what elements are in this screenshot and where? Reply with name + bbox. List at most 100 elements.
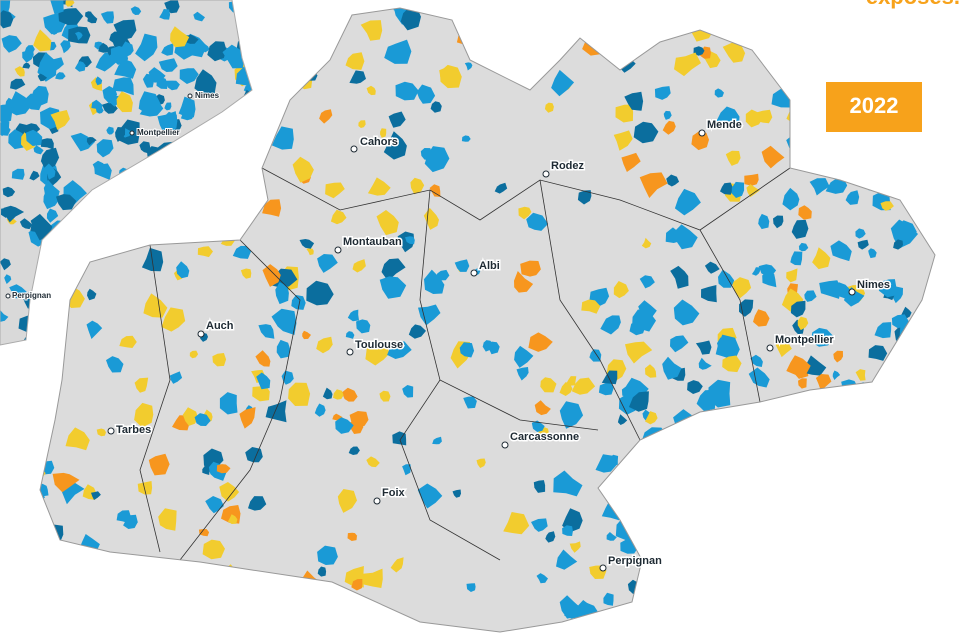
commune-area — [387, 341, 412, 359]
commune-area — [452, 489, 461, 498]
commune-area — [297, 74, 313, 90]
commune-area — [533, 480, 546, 493]
commune-area — [24, 93, 43, 111]
commune-area — [531, 420, 545, 432]
commune-area — [101, 215, 115, 224]
commune-area — [689, 624, 701, 632]
commune-area — [601, 370, 618, 385]
commune-area — [674, 52, 701, 77]
commune-area — [11, 168, 25, 180]
commune-area — [773, 215, 784, 229]
commune-area — [119, 335, 137, 348]
commune-area — [845, 581, 865, 609]
commune-area — [137, 481, 153, 495]
commune-area — [751, 267, 761, 276]
city-label: Perpignan — [12, 291, 51, 300]
commune-area — [526, 212, 549, 231]
commune-area — [838, 621, 856, 632]
commune-area — [395, 81, 419, 101]
commune-area — [607, 482, 618, 492]
commune-area — [717, 337, 728, 353]
commune-area — [878, 279, 898, 298]
commune-area — [796, 584, 817, 605]
commune-area — [748, 609, 773, 631]
commune-area — [857, 239, 869, 250]
commune-area — [75, 31, 83, 41]
commune-area — [600, 315, 621, 335]
year-badge — [826, 82, 922, 132]
commune-area — [63, 586, 86, 608]
city-dot — [197, 330, 205, 338]
commune-area — [86, 560, 95, 569]
city-dot — [5, 293, 11, 299]
commune-area — [758, 213, 770, 230]
commune-area — [884, 612, 895, 620]
commune-area — [231, 620, 248, 632]
commune-area — [662, 457, 683, 483]
commune-area — [459, 342, 475, 358]
commune-area — [204, 161, 222, 177]
commune-area — [881, 498, 902, 515]
commune-area — [96, 139, 114, 158]
city-label: Auch — [206, 320, 234, 332]
commune-area — [840, 617, 853, 632]
commune-area — [766, 599, 779, 615]
city-dot — [346, 348, 354, 356]
commune-area — [410, 177, 425, 195]
city-labels: Nimes Montpellier Perpignan Cahors Rodez… — [5, 90, 892, 572]
commune-area — [153, 149, 176, 174]
commune-area — [704, 261, 720, 274]
commune-area — [40, 357, 53, 379]
commune-area — [4, 274, 12, 284]
commune-area — [924, 177, 935, 197]
commune-area — [856, 406, 876, 429]
commune-area — [786, 355, 811, 376]
city-dot — [470, 269, 478, 277]
city-label: Albi — [479, 260, 500, 272]
commune-area — [9, 284, 27, 299]
commune-area — [114, 58, 137, 79]
commune-area — [688, 499, 705, 517]
commune-area — [40, 336, 43, 353]
commune-area — [38, 327, 50, 340]
commune-area — [899, 19, 916, 36]
commune-area — [848, 426, 867, 446]
commune-area — [924, 120, 935, 138]
commune-area — [106, 126, 114, 135]
commune-area — [751, 593, 766, 608]
commune-area — [887, 171, 903, 187]
commune-area — [705, 616, 715, 627]
commune-area — [30, 222, 41, 233]
commune-area — [189, 350, 199, 359]
commune-area — [653, 438, 671, 452]
commune-area — [153, 567, 170, 585]
commune-area — [667, 610, 694, 631]
commune-area — [317, 8, 337, 28]
commune-area — [176, 261, 190, 279]
commune-area — [146, 577, 166, 595]
commune-area — [337, 489, 357, 513]
commune-area — [724, 521, 748, 544]
commune-area — [875, 129, 892, 148]
commune-area — [817, 587, 834, 608]
commune-area — [252, 386, 270, 402]
commune-area — [258, 324, 275, 339]
city-dot — [107, 427, 115, 435]
commune-area — [219, 392, 238, 415]
commune-area — [835, 421, 847, 432]
commune-area — [689, 517, 699, 527]
commune-area — [794, 544, 807, 562]
commune-area — [33, 145, 44, 155]
commune-area — [86, 137, 97, 146]
commune-area — [281, 370, 294, 385]
commune-area — [641, 237, 652, 249]
commune-area — [29, 170, 40, 181]
commune-area — [722, 42, 746, 63]
commune-area — [115, 53, 129, 64]
commune-area — [405, 236, 415, 245]
commune-area — [91, 99, 103, 111]
commune-area — [670, 335, 689, 353]
commune-area — [569, 541, 581, 553]
commune-area — [845, 190, 860, 205]
